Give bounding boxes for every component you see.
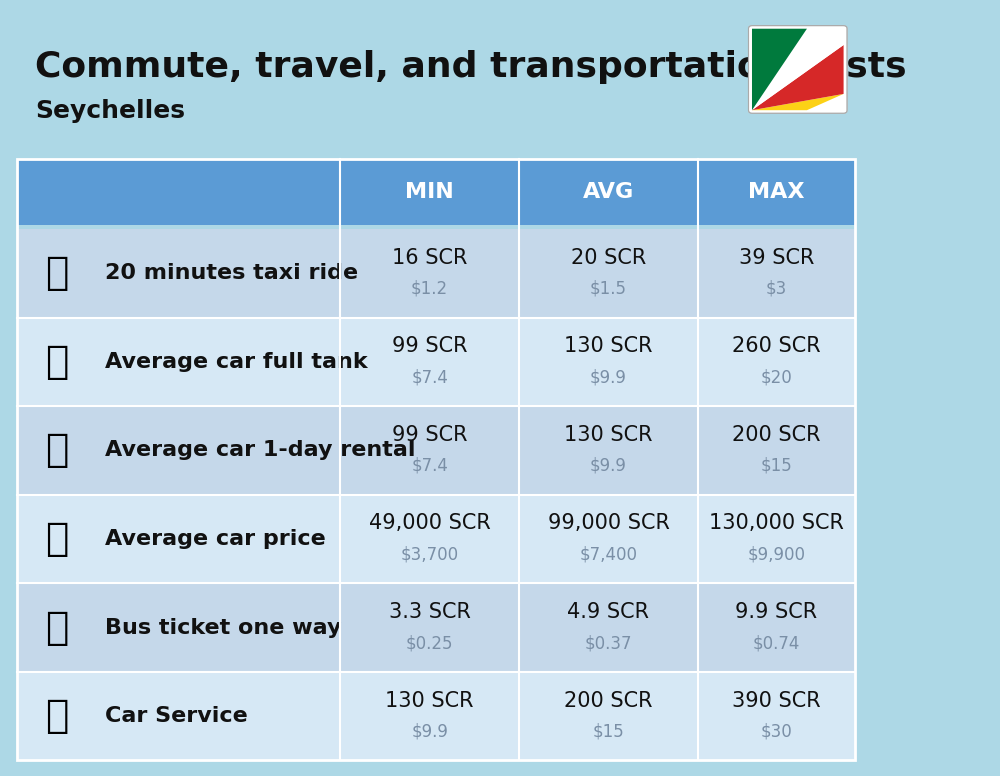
Text: $3,700: $3,700 (401, 546, 459, 563)
Text: 🚕: 🚕 (45, 255, 68, 293)
Text: $3: $3 (766, 279, 787, 298)
Text: MIN: MIN (405, 182, 454, 202)
Text: Average car full tank: Average car full tank (105, 352, 367, 372)
Text: 99 SCR: 99 SCR (392, 425, 467, 445)
Text: 🚗: 🚗 (45, 520, 68, 558)
Text: $15: $15 (761, 457, 792, 475)
Text: MAX: MAX (748, 182, 805, 202)
Text: 99,000 SCR: 99,000 SCR (548, 514, 669, 533)
Text: $1.2: $1.2 (411, 279, 448, 298)
Text: $9.9: $9.9 (590, 369, 627, 386)
Polygon shape (752, 94, 844, 110)
Text: 39 SCR: 39 SCR (739, 248, 814, 268)
Text: $7.4: $7.4 (411, 457, 448, 475)
Text: $9.9: $9.9 (411, 722, 448, 741)
Text: 200 SCR: 200 SCR (564, 691, 653, 711)
Text: Average car price: Average car price (105, 529, 325, 549)
Text: AVG: AVG (583, 182, 634, 202)
Text: 3.3 SCR: 3.3 SCR (389, 602, 471, 622)
Polygon shape (752, 45, 844, 110)
Text: 16 SCR: 16 SCR (392, 248, 467, 268)
FancyBboxPatch shape (748, 26, 847, 113)
Polygon shape (752, 29, 844, 110)
Text: 🚙: 🚙 (45, 431, 68, 469)
Text: 🔧: 🔧 (45, 697, 68, 735)
Text: 130,000 SCR: 130,000 SCR (709, 514, 844, 533)
Text: Seychelles: Seychelles (35, 99, 185, 123)
Text: 99 SCR: 99 SCR (392, 336, 467, 356)
Text: $9,900: $9,900 (747, 546, 805, 563)
FancyBboxPatch shape (17, 229, 855, 317)
FancyBboxPatch shape (17, 672, 855, 760)
Text: 130 SCR: 130 SCR (564, 336, 653, 356)
Text: $0.74: $0.74 (753, 634, 800, 652)
Text: $0.37: $0.37 (585, 634, 632, 652)
Text: ⛽: ⛽ (45, 343, 68, 381)
Text: 200 SCR: 200 SCR (732, 425, 821, 445)
Text: $1.5: $1.5 (590, 279, 627, 298)
Text: 390 SCR: 390 SCR (732, 691, 821, 711)
Text: 20 minutes taxi ride: 20 minutes taxi ride (105, 263, 358, 283)
Polygon shape (752, 29, 807, 110)
FancyBboxPatch shape (17, 317, 855, 406)
Text: Average car 1-day rental: Average car 1-day rental (105, 441, 415, 460)
Text: $9.9: $9.9 (590, 457, 627, 475)
Text: 260 SCR: 260 SCR (732, 336, 821, 356)
Text: $20: $20 (761, 369, 792, 386)
Text: $7.4: $7.4 (411, 369, 448, 386)
Text: Car Service: Car Service (105, 706, 247, 726)
Text: 49,000 SCR: 49,000 SCR (369, 514, 491, 533)
Text: Commute, travel, and transportation costs: Commute, travel, and transportation cost… (35, 50, 907, 85)
Text: 20 SCR: 20 SCR (571, 248, 646, 268)
Text: $30: $30 (761, 722, 792, 741)
FancyBboxPatch shape (17, 406, 855, 495)
FancyBboxPatch shape (17, 495, 855, 584)
Text: $15: $15 (593, 722, 624, 741)
Text: 130 SCR: 130 SCR (385, 691, 474, 711)
Text: 9.9 SCR: 9.9 SCR (735, 602, 817, 622)
Text: $7,400: $7,400 (579, 546, 637, 563)
FancyBboxPatch shape (17, 159, 855, 225)
Text: 🚌: 🚌 (45, 608, 68, 646)
Text: $0.25: $0.25 (406, 634, 453, 652)
FancyBboxPatch shape (17, 584, 855, 672)
Text: 4.9 SCR: 4.9 SCR (567, 602, 649, 622)
Text: 130 SCR: 130 SCR (564, 425, 653, 445)
Text: Bus ticket one way: Bus ticket one way (105, 618, 341, 638)
